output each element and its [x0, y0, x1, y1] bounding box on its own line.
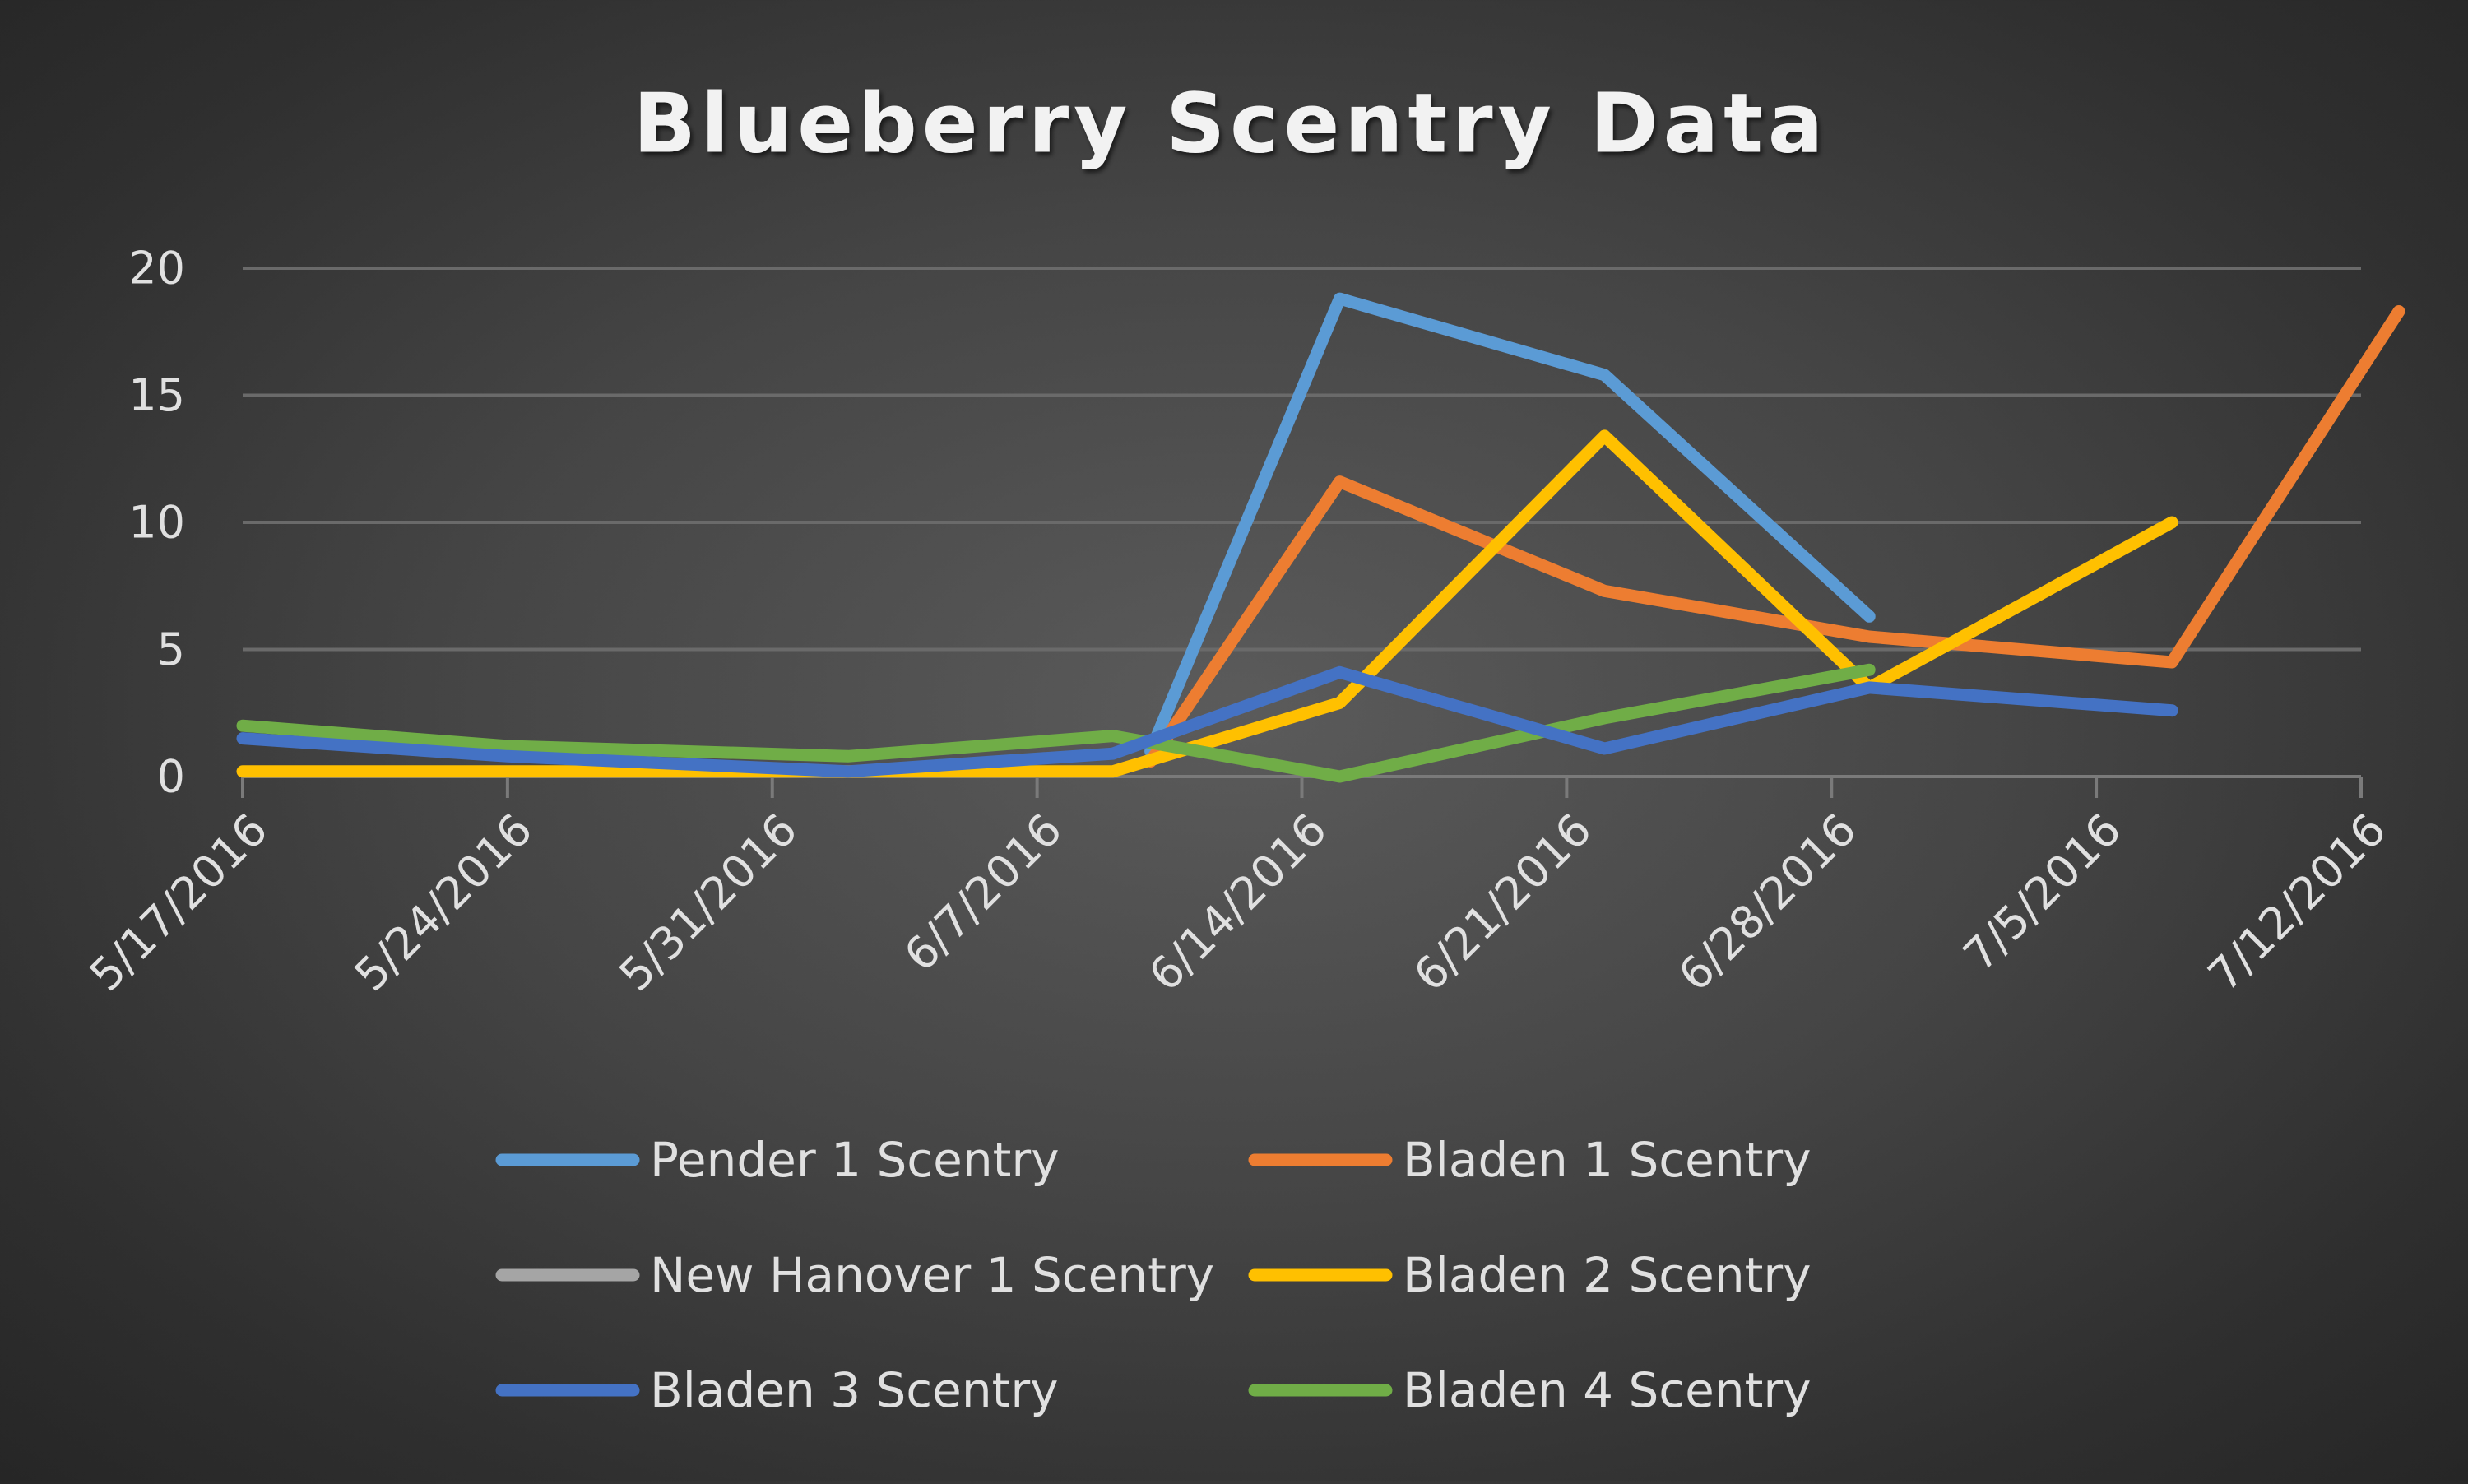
series-line — [236, 429, 2178, 778]
x-tick-label: 5/17/2016 — [80, 804, 277, 1001]
x-axis: 5/17/2016 5/24/2016 5/31/2016 6/7/2016 6/14/… — [80, 775, 2396, 1001]
series-line — [1144, 305, 2405, 768]
y-tick-label: 15 — [128, 369, 185, 421]
x-tick-label: 6/14/2016 — [1139, 804, 1336, 1001]
x-tick-label: 5/31/2016 — [610, 804, 807, 1001]
legend-label: Bladen 1 Scentry — [1403, 1132, 1812, 1188]
x-tick-label: 7/5/2016 — [1953, 804, 2131, 981]
y-tick-label: 0 — [157, 751, 185, 803]
x-tick-label: 6/21/2016 — [1403, 804, 1601, 1001]
legend: Pender 1 Scentry Bladen 1 Scentry New Hano… — [495, 1132, 1812, 1418]
x-tick-label: 6/28/2016 — [1668, 804, 1866, 1001]
legend-item: Bladen 3 Scentry — [495, 1362, 1059, 1418]
y-axis: 0 5 10 15 20 — [128, 243, 185, 803]
y-tick-label: 5 — [157, 624, 185, 675]
legend-label: New Hanover 1 Scentry — [650, 1247, 1214, 1303]
legend-item: Pender 1 Scentry — [495, 1132, 1060, 1188]
chart-title: Blueberry Scentry Data — [633, 76, 1829, 172]
legend-label: Bladen 2 Scentry — [1403, 1247, 1812, 1303]
series-line — [236, 665, 2178, 778]
legend-item: Bladen 1 Scentry — [1248, 1132, 1812, 1188]
series-lines — [236, 292, 2405, 783]
legend-item: New Hanover 1 Scentry — [495, 1247, 1214, 1303]
legend-item: Bladen 4 Scentry — [1248, 1362, 1812, 1418]
y-tick-label: 20 — [128, 243, 185, 294]
legend-label: Pender 1 Scentry — [650, 1132, 1060, 1188]
legend-label: Bladen 3 Scentry — [650, 1362, 1059, 1418]
series-line — [236, 663, 1876, 783]
x-tick-label: 7/12/2016 — [2198, 804, 2396, 1001]
series-line — [1144, 292, 1876, 758]
legend-label: Bladen 4 Scentry — [1403, 1362, 1812, 1418]
x-tick-label: 5/24/2016 — [345, 804, 542, 1001]
legend-item: Bladen 2 Scentry — [1248, 1247, 1812, 1303]
y-tick-label: 10 — [128, 497, 185, 549]
x-tick-label: 6/7/2016 — [894, 804, 1072, 981]
